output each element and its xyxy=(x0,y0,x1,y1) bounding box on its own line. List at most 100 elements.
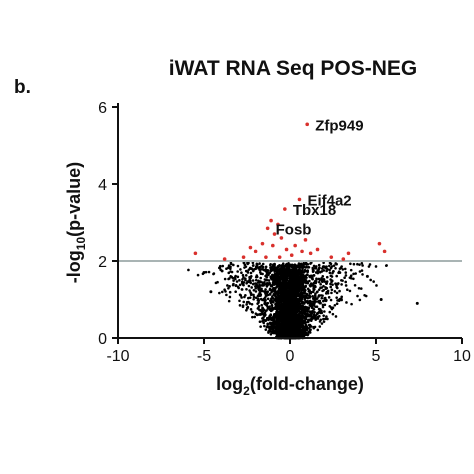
data-point xyxy=(299,332,302,335)
data-point xyxy=(268,293,272,296)
data-point xyxy=(303,331,307,335)
data-point xyxy=(323,280,327,283)
data-point xyxy=(336,286,339,290)
data-point xyxy=(295,290,298,294)
data-point xyxy=(240,296,243,299)
data-point xyxy=(260,264,263,268)
data-point xyxy=(280,299,283,302)
x-tick-label: 0 xyxy=(286,348,295,365)
data-point xyxy=(314,292,317,296)
data-point xyxy=(255,283,259,287)
data-point xyxy=(325,280,329,283)
data-point xyxy=(283,304,286,308)
data-point xyxy=(338,271,342,274)
data-point xyxy=(295,270,299,274)
data-point xyxy=(287,331,291,334)
data-point xyxy=(283,320,286,323)
data-point xyxy=(251,264,255,267)
data-point xyxy=(306,300,310,303)
data-point xyxy=(333,290,337,293)
data-point xyxy=(290,301,294,305)
data-point xyxy=(277,268,280,272)
data-point xyxy=(315,305,319,308)
data-point xyxy=(277,276,281,279)
data-point xyxy=(260,312,263,316)
data-point xyxy=(318,266,321,270)
data-point xyxy=(327,296,331,299)
data-point xyxy=(306,281,310,285)
significant-point xyxy=(264,255,268,259)
data-point xyxy=(298,316,302,319)
data-point xyxy=(319,282,322,286)
data-point xyxy=(249,276,252,279)
significant-points xyxy=(193,122,387,261)
data-point xyxy=(256,299,260,302)
data-point xyxy=(257,267,260,270)
data-point xyxy=(288,320,292,323)
significant-point xyxy=(300,249,304,254)
data-point xyxy=(345,301,348,304)
data-point xyxy=(320,322,324,325)
data-point xyxy=(273,322,276,326)
data-point xyxy=(281,323,285,327)
data-point xyxy=(312,325,315,329)
data-point xyxy=(319,286,322,290)
data-point xyxy=(247,284,251,288)
data-point xyxy=(277,265,280,269)
data-point xyxy=(321,275,325,278)
data-point xyxy=(344,280,348,284)
data-point xyxy=(313,311,316,314)
data-point xyxy=(253,315,257,319)
data-point xyxy=(340,283,343,286)
data-point xyxy=(358,298,362,302)
data-point xyxy=(329,298,333,302)
data-point xyxy=(262,321,266,325)
data-point xyxy=(324,317,327,321)
data-point xyxy=(266,322,270,326)
data-point xyxy=(267,306,271,310)
data-point xyxy=(249,308,253,311)
data-point xyxy=(331,312,335,316)
data-point xyxy=(274,325,278,329)
significant-point xyxy=(341,257,346,261)
data-point xyxy=(279,304,283,308)
data-point xyxy=(331,271,334,275)
data-point xyxy=(280,287,283,291)
data-point xyxy=(323,310,326,313)
data-point xyxy=(228,295,232,299)
data-point xyxy=(225,293,228,297)
data-point xyxy=(304,329,308,332)
data-point xyxy=(319,301,322,305)
data-point xyxy=(297,286,300,290)
data-point xyxy=(261,284,264,287)
data-point xyxy=(256,307,260,310)
data-point xyxy=(258,291,262,295)
data-point xyxy=(236,275,240,279)
data-point xyxy=(344,271,348,274)
data-point xyxy=(293,263,296,267)
data-point xyxy=(243,263,247,267)
data-point xyxy=(328,261,332,265)
data-point xyxy=(273,264,276,267)
data-point xyxy=(374,265,378,268)
data-point xyxy=(251,282,255,286)
data-point xyxy=(263,278,267,281)
data-point xyxy=(238,299,241,303)
data-point xyxy=(285,282,288,286)
data-point xyxy=(305,306,309,310)
data-point xyxy=(284,310,287,314)
data-point xyxy=(349,268,353,272)
data-point xyxy=(298,322,302,326)
data-point xyxy=(297,293,301,297)
data-point xyxy=(238,283,242,287)
data-point xyxy=(279,273,283,277)
data-point xyxy=(299,299,303,302)
data-point xyxy=(283,276,286,279)
data-point xyxy=(218,266,222,269)
data-point xyxy=(296,325,300,329)
data-point xyxy=(252,295,256,299)
data-point xyxy=(266,301,270,305)
data-point xyxy=(308,310,311,313)
data-point xyxy=(290,265,294,269)
